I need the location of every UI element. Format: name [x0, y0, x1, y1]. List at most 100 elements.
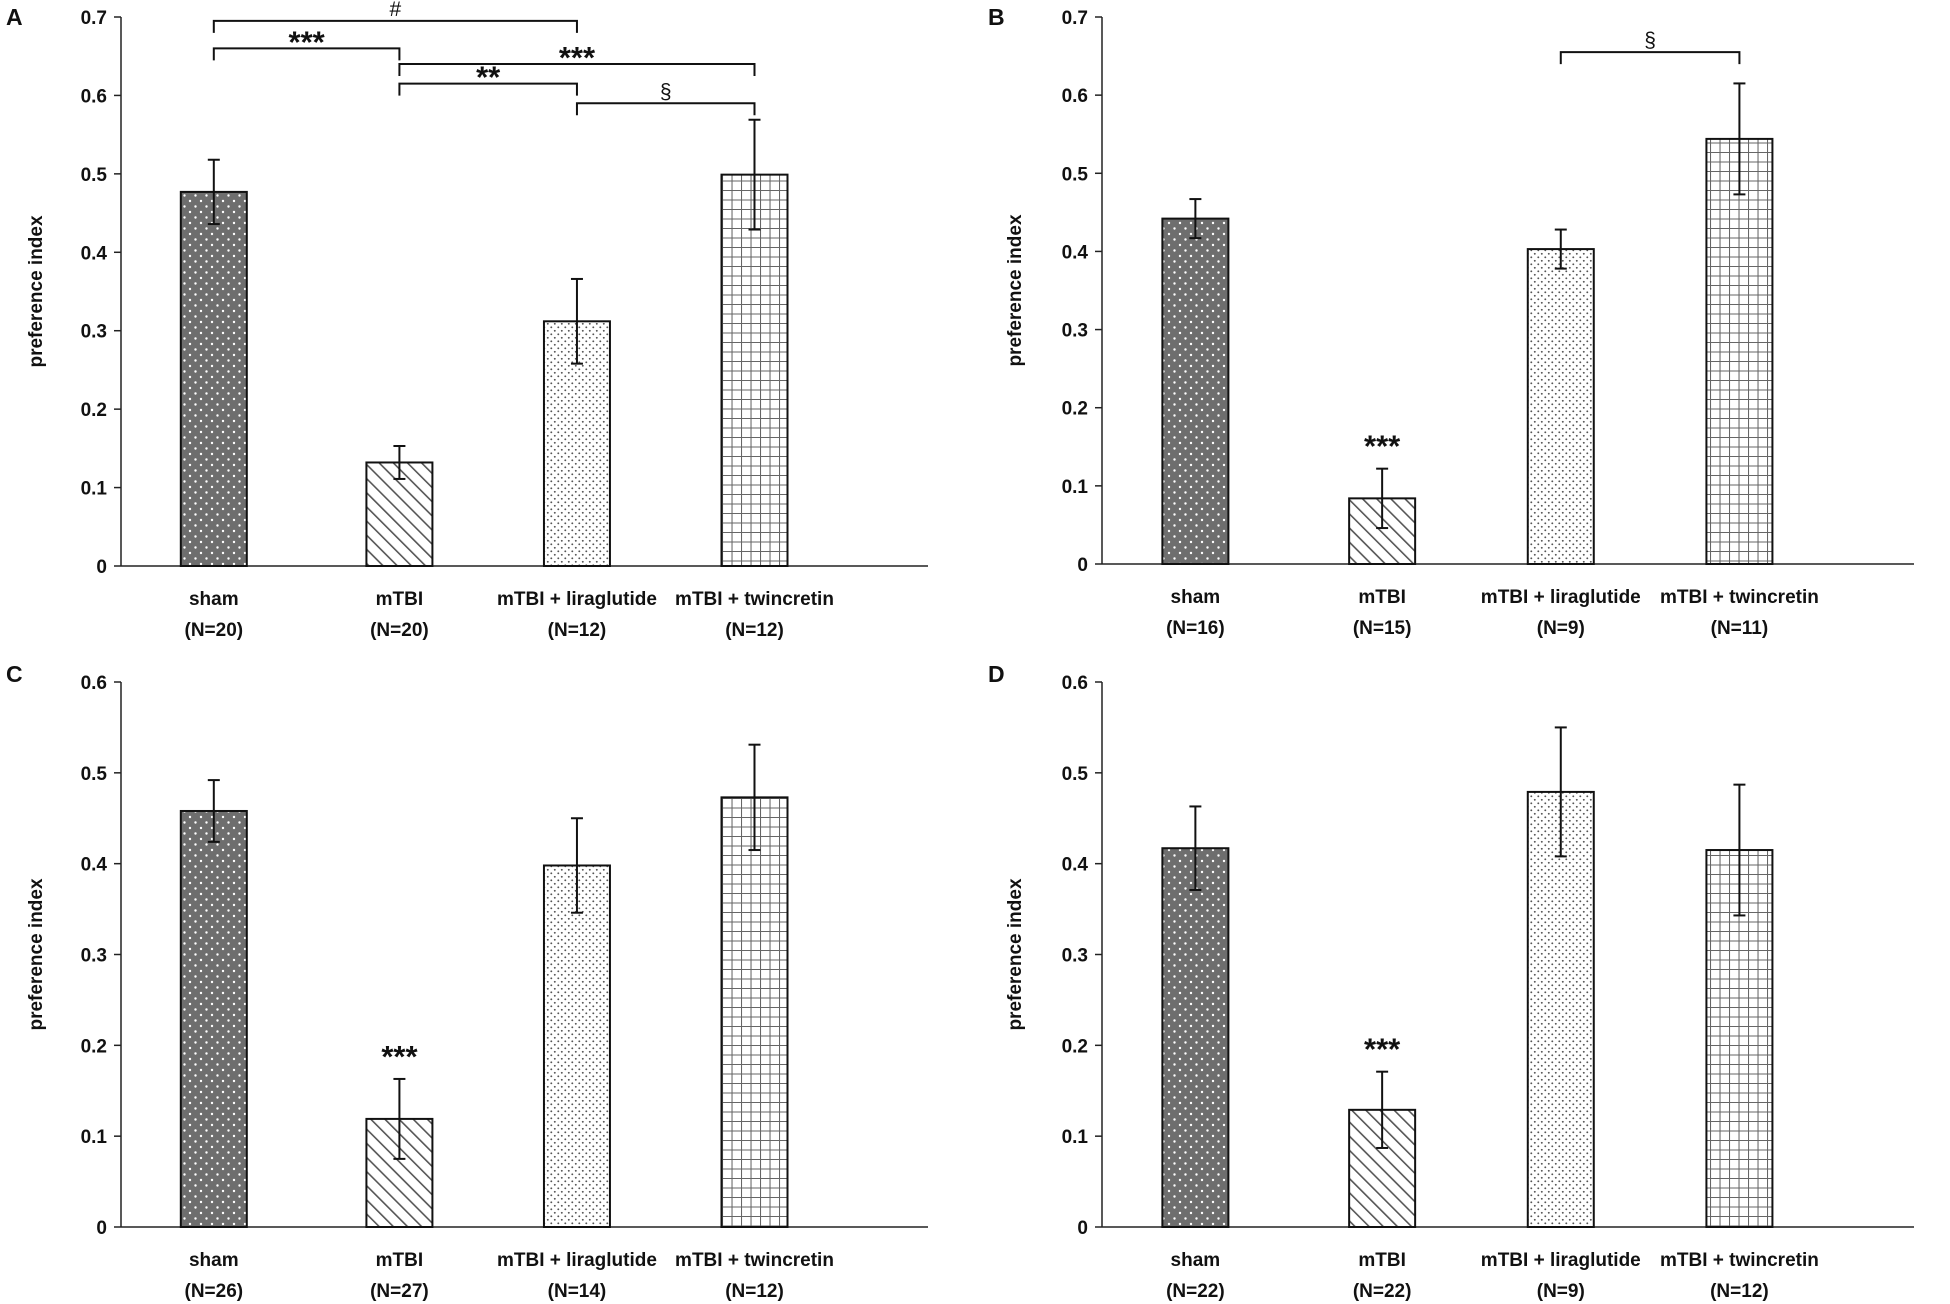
y-tick-label: 0.4 [81, 855, 108, 876]
category-label: mTBI [376, 1250, 424, 1271]
category-label: mTBI [376, 589, 424, 610]
bracket-label: § [1644, 29, 1656, 52]
sample-size-label: (N=22) [1166, 1281, 1225, 1302]
comparison-bracket [212, 19, 578, 33]
y-tick-label: 0.2 [1062, 399, 1088, 420]
y-tick-label: 0 [96, 1218, 107, 1239]
y-tick-label: 0.4 [1062, 242, 1089, 263]
bar-sham [1161, 847, 1230, 1228]
y-tick-label: 0.5 [1062, 764, 1089, 785]
category-label: mTBI [1358, 587, 1406, 608]
y-tick-label: 0.7 [1062, 8, 1088, 29]
panel-c: C 0 0.1 0.2 0.3 0.4 0.5 0.6 preference index sham… [6, 661, 928, 1302]
y-tick-label: 0.2 [1062, 1036, 1088, 1057]
panel-b: B 0 0.1 0.2 0.3 0.4 0.5 0.6 0.7 preference index s… [988, 4, 1914, 639]
y-tick-label: 0.6 [81, 673, 107, 694]
comparison-bracket [212, 47, 401, 61]
bracket-label: § [660, 80, 672, 103]
y-tick-label: 0.5 [81, 764, 108, 785]
sample-size-label: (N=11) [1711, 618, 1769, 639]
y-tick-label: 0.6 [81, 86, 107, 107]
category-label: mTBI [1358, 1250, 1406, 1271]
y-tick-label: 0.5 [81, 165, 108, 186]
y-tick-label: 0.3 [81, 946, 107, 967]
y-tick-label: 0 [1077, 1218, 1088, 1239]
y-tick-label: 0.1 [1062, 1127, 1089, 1148]
category-label: mTBI + liraglutide [1481, 1250, 1641, 1271]
sample-size-label: (N=27) [370, 1281, 429, 1302]
y-tick-label: 0.4 [1062, 855, 1089, 876]
bar-mtbi-liraglutide [1526, 790, 1595, 1228]
sample-size-label: (N=26) [185, 1281, 244, 1302]
category-label: mTBI + twincretin [675, 589, 834, 610]
comparison-bracket [398, 82, 578, 96]
category-label: sham [1171, 587, 1221, 608]
sample-size-label: (N=9) [1537, 618, 1585, 639]
y-tick-label: 0.3 [1062, 946, 1088, 967]
bar-mtbi [365, 461, 434, 567]
bar-mtbi-twincretin [720, 173, 789, 568]
bar-sham [1161, 217, 1230, 565]
category-label: mTBI + liraglutide [497, 1250, 657, 1271]
y-tick-label: 0.2 [81, 400, 107, 421]
panel-label: D [988, 661, 1005, 687]
comparison-bracket [1559, 51, 1741, 65]
category-label: mTBI + twincretin [1660, 1250, 1819, 1271]
y-tick-label: 0.7 [81, 8, 107, 29]
panel-a: A 0 0.1 0.2 0.3 0.4 0.5 0.6 0.7 preference index s… [6, 0, 928, 641]
sample-size-label: (N=15) [1353, 618, 1412, 639]
bar-mtbi-twincretin [720, 796, 789, 1228]
y-axis-label: preference index [26, 215, 47, 367]
y-tick-label: 0.1 [81, 1127, 108, 1148]
bar-sham [179, 809, 248, 1228]
y-tick-label: 0 [96, 557, 107, 578]
category-label: mTBI + liraglutide [1481, 587, 1641, 608]
y-tick-label: 0.1 [81, 479, 108, 500]
category-label: sham [189, 589, 239, 610]
sample-size-label: (N=14) [548, 1281, 607, 1302]
sample-size-label: (N=12) [725, 1281, 784, 1302]
bracket-label: *** [289, 24, 326, 59]
bar-sham [179, 190, 248, 567]
y-axis-label: preference index [1005, 214, 1026, 366]
y-tick-label: 0.5 [1062, 164, 1089, 185]
y-axis-label: preference index [1005, 878, 1026, 1030]
category-label: mTBI + twincretin [1660, 587, 1819, 608]
category-label: sham [189, 1250, 239, 1271]
significance-marker: *** [1364, 429, 1401, 464]
bracket-label: ** [476, 60, 501, 95]
y-tick-label: 0.4 [81, 243, 108, 264]
y-tick-label: 0.3 [1062, 321, 1088, 342]
panel-label: A [6, 4, 23, 30]
category-label: sham [1171, 1250, 1221, 1271]
bracket-label: # [390, 0, 402, 21]
comparison-bracket [575, 102, 756, 116]
sample-size-label: (N=12) [548, 620, 607, 641]
sample-size-label: (N=16) [1166, 618, 1225, 639]
y-tick-label: 0.6 [1062, 86, 1088, 107]
panel-label: B [988, 4, 1005, 30]
bar-mtbi-twincretin [1705, 137, 1774, 565]
y-tick-label: 0.3 [81, 322, 107, 343]
significance-marker: *** [1364, 1032, 1401, 1067]
sample-size-label: (N=9) [1537, 1281, 1585, 1302]
sample-size-label: (N=12) [1710, 1281, 1769, 1302]
y-tick-label: 0 [1077, 555, 1088, 576]
sample-size-label: (N=20) [185, 620, 244, 641]
y-tick-label: 0.1 [1062, 477, 1089, 498]
category-label: mTBI + liraglutide [497, 589, 657, 610]
comparison-bracket [398, 63, 756, 77]
panel-label: C [6, 661, 23, 687]
significance-marker: *** [381, 1039, 418, 1074]
panel-d: D 0 0.1 0.2 0.3 0.4 0.5 0.6 preference index sham… [988, 661, 1914, 1302]
y-tick-label: 0.2 [81, 1036, 107, 1057]
y-tick-label: 0.6 [1062, 673, 1088, 694]
category-label: mTBI + twincretin [675, 1250, 834, 1271]
bar-mtbi-liraglutide [1526, 248, 1595, 565]
sample-size-label: (N=12) [725, 620, 784, 641]
y-axis-label: preference index [26, 878, 47, 1030]
sample-size-label: (N=20) [370, 620, 429, 641]
sample-size-label: (N=22) [1353, 1281, 1412, 1302]
bracket-label: *** [559, 40, 596, 75]
